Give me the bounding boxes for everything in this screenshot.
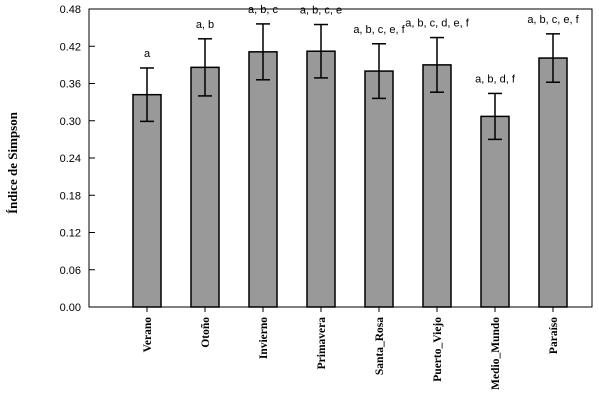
significance-label: a, b, c, d, e, f [405,18,470,30]
significance-label: a, b, d, f [475,73,516,85]
bar [190,66,220,308]
y-tick-label: 0.36 [60,79,81,91]
plot-area-frame [88,8,593,308]
significance-label: a, b, c, e [300,5,342,17]
y-tick-label: 0.48 [60,4,81,16]
x-category-label: Invierno [258,317,270,359]
significance-label: a, b [196,19,214,31]
y-tick-label: 0.12 [60,228,81,240]
x-category-label: Paraíso [548,317,560,354]
y-tick-label: 0.42 [60,41,81,53]
y-tick-label: 0.00 [60,302,81,314]
bar [480,115,510,308]
y-tick-label: 0.30 [60,116,81,128]
bar [306,50,336,308]
significance-label: a, b, c [248,4,278,16]
significance-label: a, b, c, e, f [353,24,405,36]
bar [538,57,568,308]
bar [422,64,452,308]
y-axis-label: Índice de Simpson [5,111,20,214]
significance-label: a, b, c, e, f [527,14,579,26]
y-tick-label: 0.06 [60,265,81,277]
y-tick-label: 0.18 [60,190,81,202]
y-tick-label: 0.24 [60,153,81,165]
bar [248,51,278,308]
bar [364,70,394,308]
x-category-label: Verano [142,317,154,353]
bar [132,93,162,308]
x-category-label: Primavera [316,317,328,370]
significance-label: a [144,48,151,60]
x-category-label: Santa_Rosa [374,317,386,375]
x-category-label: Otoño [200,317,212,348]
x-category-label: Puerto_Viejo [432,317,444,382]
x-category-label: Medio_Mundo [490,317,502,390]
